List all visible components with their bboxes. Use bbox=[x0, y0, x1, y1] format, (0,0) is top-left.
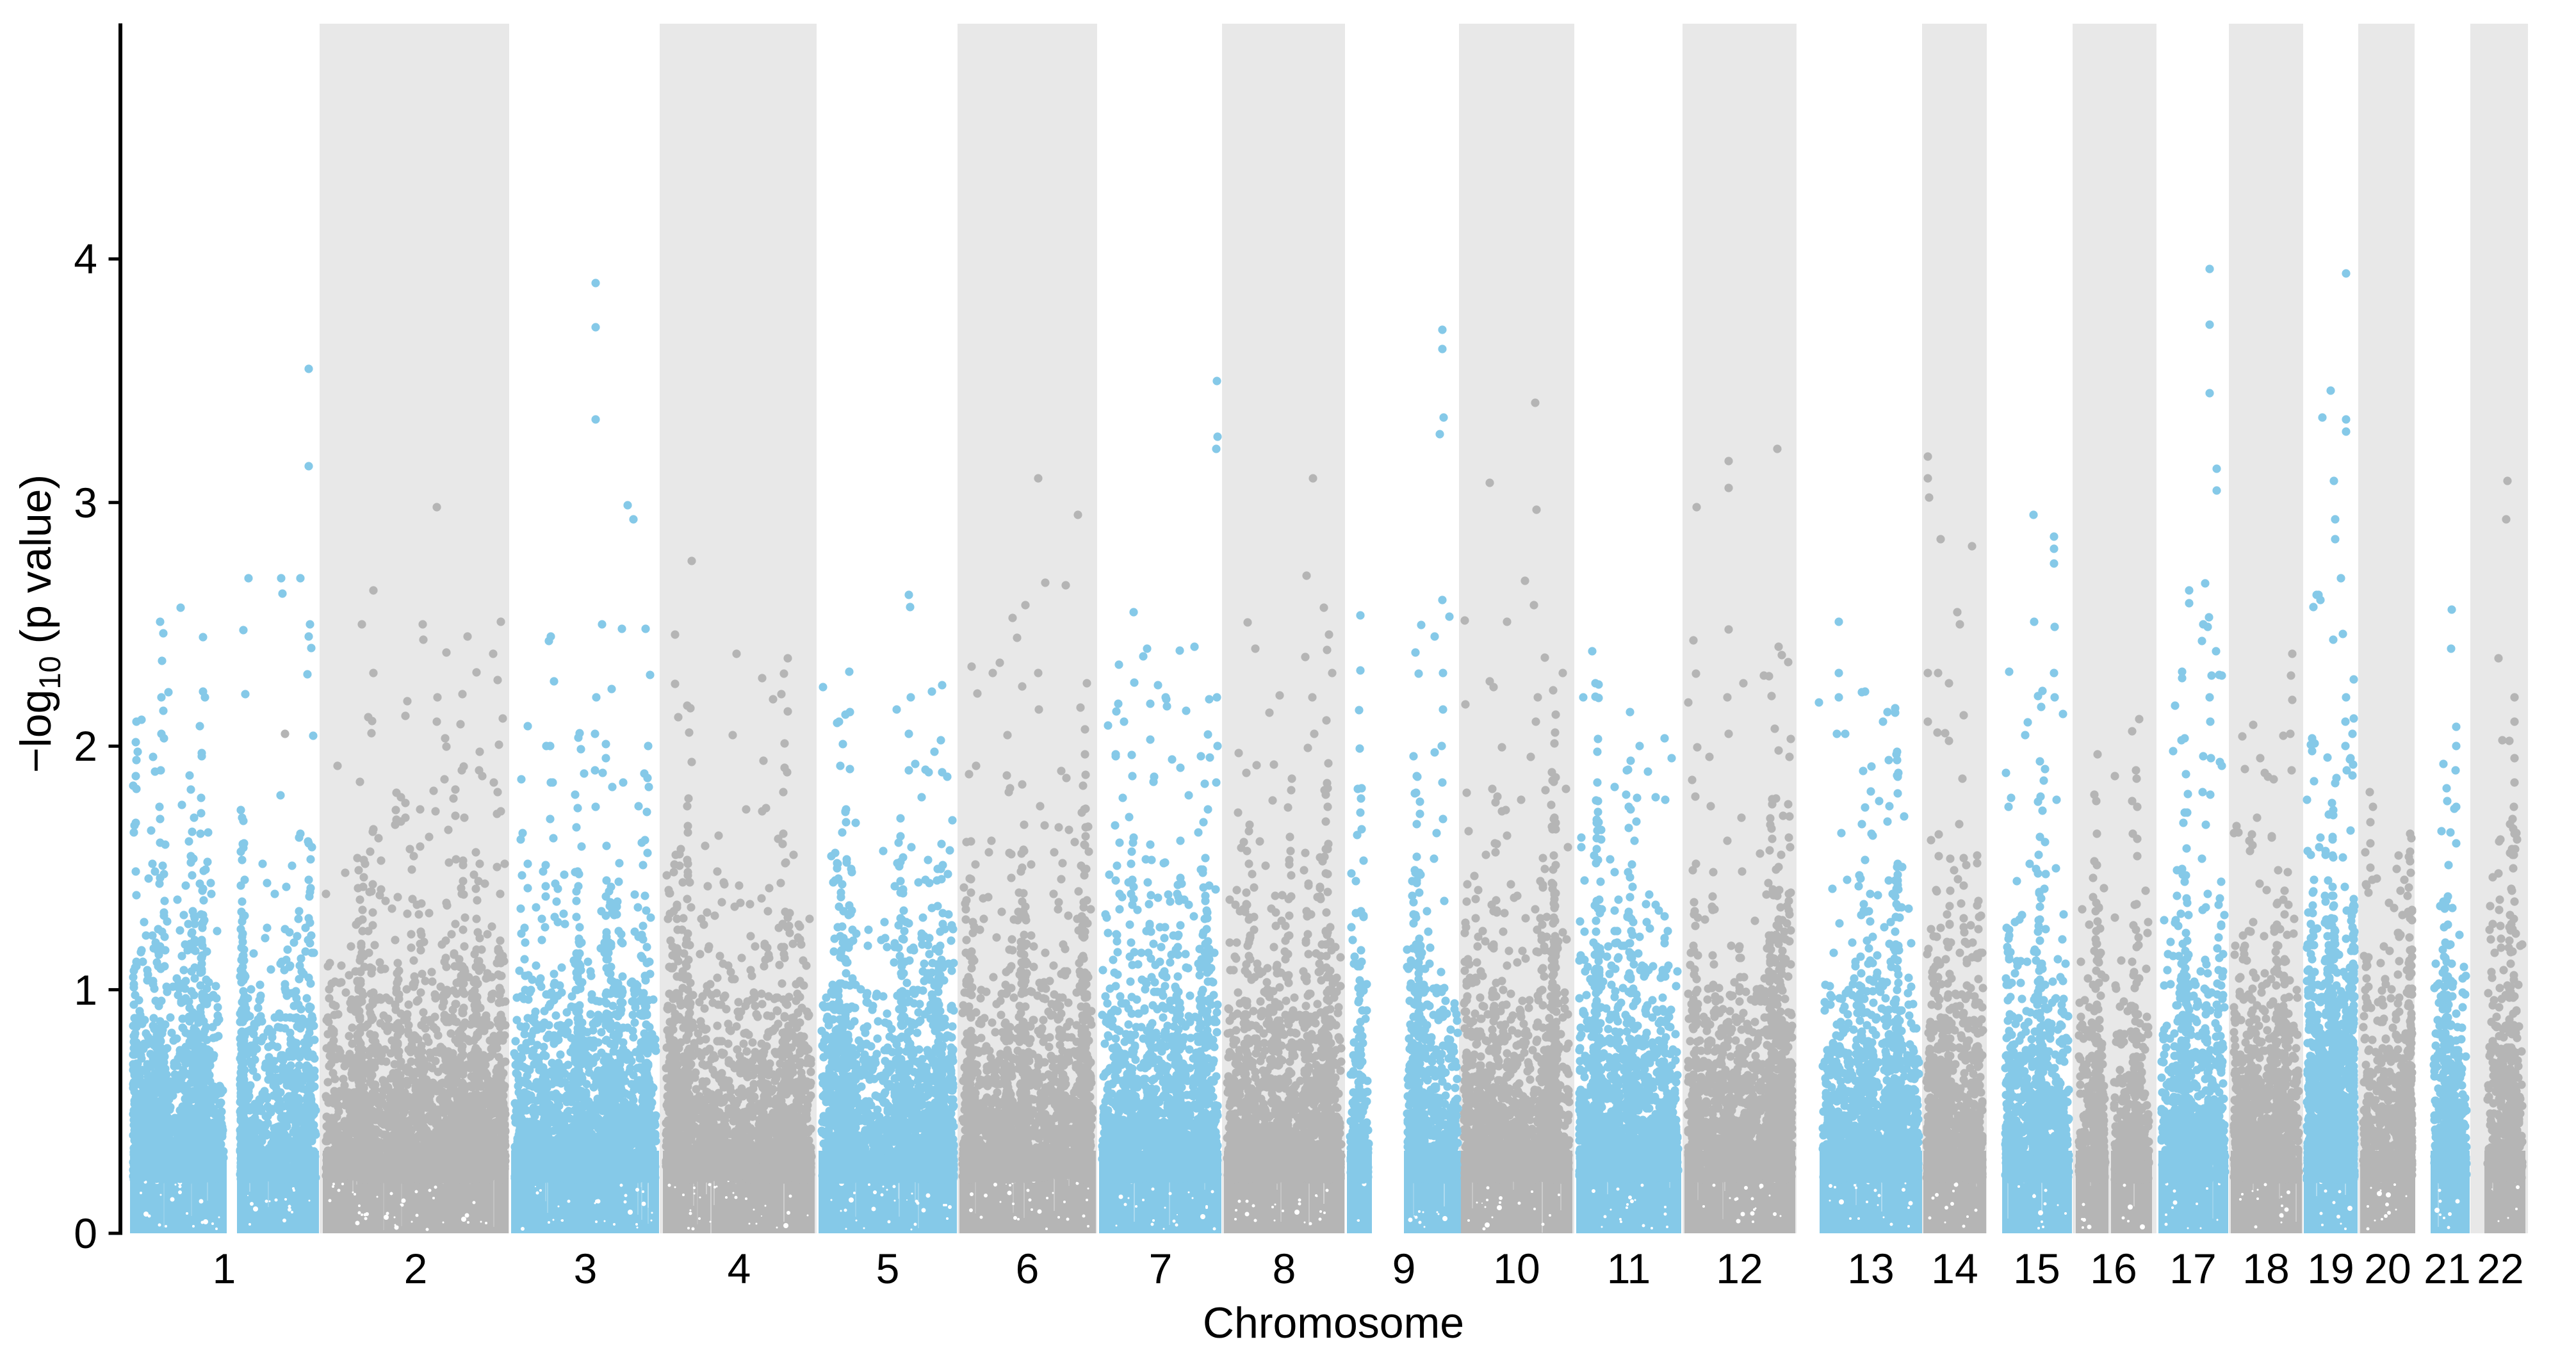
svg-text:Chromosome: Chromosome bbox=[1203, 1299, 1464, 1347]
svg-text:19: 19 bbox=[2307, 1245, 2354, 1292]
svg-text:2: 2 bbox=[404, 1245, 428, 1292]
svg-text:10: 10 bbox=[1493, 1245, 1540, 1292]
svg-text:4: 4 bbox=[728, 1245, 751, 1292]
svg-text:22: 22 bbox=[2477, 1245, 2523, 1292]
svg-text:3: 3 bbox=[74, 479, 97, 526]
svg-text:1: 1 bbox=[213, 1245, 236, 1292]
svg-text:14: 14 bbox=[1931, 1245, 1978, 1292]
svg-text:21: 21 bbox=[2424, 1245, 2470, 1292]
svg-text:0: 0 bbox=[74, 1210, 97, 1257]
svg-text:20: 20 bbox=[2364, 1245, 2411, 1292]
svg-text:16: 16 bbox=[2090, 1245, 2137, 1292]
svg-text:6: 6 bbox=[1016, 1245, 1039, 1292]
svg-text:5: 5 bbox=[876, 1245, 900, 1292]
svg-text:4: 4 bbox=[74, 235, 97, 282]
svg-text:−log10 (p value): −log10 (p value) bbox=[12, 474, 67, 773]
svg-text:12: 12 bbox=[1716, 1245, 1763, 1292]
svg-text:3: 3 bbox=[574, 1245, 598, 1292]
svg-text:2: 2 bbox=[74, 722, 97, 770]
svg-text:17: 17 bbox=[2169, 1245, 2216, 1292]
svg-text:1: 1 bbox=[74, 966, 97, 1014]
svg-text:9: 9 bbox=[1392, 1245, 1416, 1292]
svg-text:18: 18 bbox=[2242, 1245, 2289, 1292]
svg-text:11: 11 bbox=[1607, 1245, 1651, 1292]
svg-text:7: 7 bbox=[1149, 1245, 1173, 1292]
svg-text:13: 13 bbox=[1847, 1245, 1894, 1292]
svg-text:15: 15 bbox=[2013, 1245, 2060, 1292]
svg-text:8: 8 bbox=[1273, 1245, 1296, 1292]
